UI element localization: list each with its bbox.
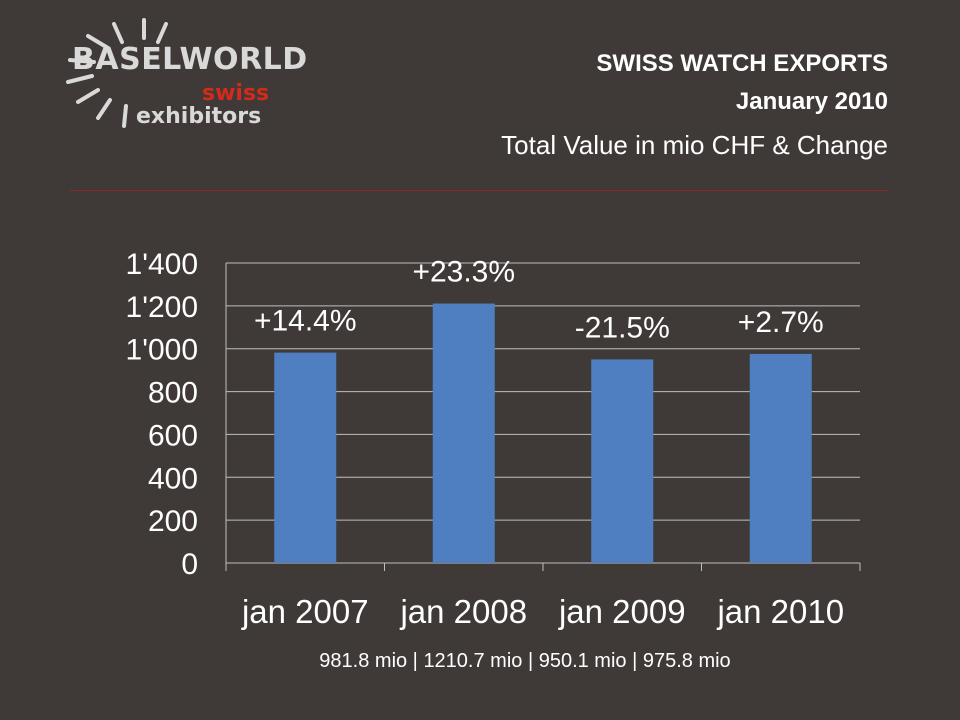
bar-data-label: +14.4% [254, 305, 357, 338]
logo-swiss-text: swiss [202, 81, 270, 106]
x-tick-label: jan 2008 [399, 593, 527, 630]
x-tick-label: jan 2007 [241, 593, 369, 630]
header-divider [70, 190, 888, 191]
y-tick-label: 0 [181, 548, 198, 581]
logo-brand-text: BASELWORLD [72, 42, 308, 77]
chart-description: Total Value in mio CHF & Change [501, 130, 888, 160]
y-tick-label: 1'200 [126, 291, 198, 324]
x-tick-label: jan 2009 [558, 593, 686, 630]
y-tick-label: 600 [148, 419, 198, 452]
y-tick-label: 1'400 [126, 248, 198, 281]
bar-data-label: +2.7% [738, 306, 824, 339]
bar [591, 359, 654, 563]
bar [274, 352, 337, 563]
sunburst-icon [66, 18, 168, 128]
y-tick-label: 200 [148, 505, 198, 538]
page-title: SWISS WATCH EXPORTS [596, 50, 888, 77]
y-tick-label: 400 [148, 462, 198, 495]
values-footnote: 981.8 mio | 1210.7 mio | 950.1 mio | 975… [319, 650, 731, 672]
page-subtitle: January 2010 [735, 88, 888, 115]
baselworld-logo [58, 18, 358, 138]
y-tick-label: 1'000 [126, 334, 198, 367]
bar-data-label: +23.3% [412, 256, 515, 289]
y-tick-label: 800 [148, 377, 198, 410]
bar [749, 353, 812, 563]
x-tick-label: jan 2010 [716, 593, 844, 630]
bar [432, 303, 495, 563]
logo-exhibitors-text: exhibitors [136, 104, 262, 129]
bar-data-label: -21.5% [575, 311, 670, 344]
